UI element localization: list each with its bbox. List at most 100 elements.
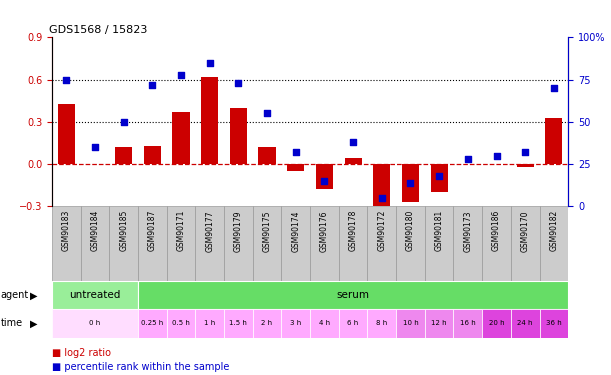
Bar [310, 206, 338, 281]
Bar [453, 309, 482, 338]
Bar [402, 164, 419, 202]
Bar [52, 309, 138, 338]
Text: GSM90186: GSM90186 [492, 210, 501, 251]
Text: GSM90184: GSM90184 [90, 210, 100, 251]
Bar [138, 309, 167, 338]
Bar [545, 118, 563, 164]
Text: GSM90181: GSM90181 [434, 210, 444, 251]
Text: 24 h: 24 h [518, 320, 533, 326]
Bar [482, 309, 511, 338]
Text: GSM90185: GSM90185 [119, 210, 128, 251]
Bar [425, 309, 453, 338]
Text: 2 h: 2 h [262, 320, 273, 326]
Text: GSM90178: GSM90178 [349, 210, 357, 251]
Text: 1.5 h: 1.5 h [230, 320, 247, 326]
Text: 4 h: 4 h [319, 320, 330, 326]
Point [406, 180, 415, 186]
Bar [396, 309, 425, 338]
Point [348, 139, 358, 145]
Text: GDS1568 / 15823: GDS1568 / 15823 [49, 26, 148, 35]
Bar [253, 206, 282, 281]
Bar [167, 206, 196, 281]
Text: 3 h: 3 h [290, 320, 301, 326]
Bar [373, 164, 390, 216]
Point [434, 173, 444, 179]
Point [291, 149, 301, 155]
Bar [81, 206, 109, 281]
Bar [224, 309, 253, 338]
Bar [338, 206, 367, 281]
Bar [57, 104, 75, 164]
Point [492, 153, 502, 159]
Bar [258, 147, 276, 164]
Bar [482, 206, 511, 281]
Bar [396, 206, 425, 281]
Point [119, 119, 128, 125]
Bar [253, 309, 282, 338]
Bar [431, 164, 448, 192]
Bar [367, 206, 396, 281]
Bar [345, 158, 362, 164]
Bar [115, 147, 132, 164]
Text: time: time [1, 318, 23, 328]
Text: 8 h: 8 h [376, 320, 387, 326]
Point [463, 156, 473, 162]
Text: GSM90177: GSM90177 [205, 210, 214, 252]
Point [176, 72, 186, 78]
Bar [287, 164, 304, 171]
Text: GSM90175: GSM90175 [263, 210, 271, 252]
Bar [316, 164, 333, 189]
Bar [196, 206, 224, 281]
Bar [138, 206, 167, 281]
Bar [172, 112, 189, 164]
Bar [196, 309, 224, 338]
Text: 20 h: 20 h [489, 320, 504, 326]
Text: GSM90183: GSM90183 [62, 210, 71, 251]
Point [147, 82, 157, 88]
Point [377, 195, 387, 201]
Text: serum: serum [337, 290, 370, 300]
Point [521, 149, 530, 155]
Bar [52, 206, 81, 281]
Bar [138, 281, 568, 309]
Text: GSM90179: GSM90179 [234, 210, 243, 252]
Point [90, 144, 100, 150]
Text: ▶: ▶ [30, 318, 37, 328]
Text: GSM90187: GSM90187 [148, 210, 157, 251]
Text: ■ log2 ratio: ■ log2 ratio [52, 348, 111, 357]
Text: 16 h: 16 h [460, 320, 476, 326]
Bar [109, 206, 138, 281]
Bar [310, 309, 338, 338]
Bar [144, 146, 161, 164]
Point [549, 85, 559, 91]
Bar [511, 309, 540, 338]
Point [205, 60, 214, 66]
Bar [52, 281, 138, 309]
Text: 12 h: 12 h [431, 320, 447, 326]
Point [320, 178, 329, 184]
Bar [167, 309, 196, 338]
Bar [230, 108, 247, 164]
Point [61, 77, 71, 83]
Text: ■ percentile rank within the sample: ■ percentile rank within the sample [52, 363, 229, 372]
Text: GSM90173: GSM90173 [463, 210, 472, 252]
Point [233, 80, 243, 86]
Text: 0.25 h: 0.25 h [141, 320, 164, 326]
Text: GSM90170: GSM90170 [521, 210, 530, 252]
Bar [453, 206, 482, 281]
Bar [540, 309, 568, 338]
Bar [224, 206, 253, 281]
Text: GSM90174: GSM90174 [291, 210, 300, 252]
Bar [511, 206, 540, 281]
Point [262, 110, 272, 116]
Text: GSM90182: GSM90182 [549, 210, 558, 251]
Text: agent: agent [1, 290, 29, 300]
Bar [425, 206, 453, 281]
Text: GSM90180: GSM90180 [406, 210, 415, 251]
Text: ▶: ▶ [30, 290, 37, 300]
Text: 36 h: 36 h [546, 320, 562, 326]
Text: 1 h: 1 h [204, 320, 215, 326]
Text: untreated: untreated [69, 290, 120, 300]
Bar [282, 309, 310, 338]
Bar [338, 309, 367, 338]
